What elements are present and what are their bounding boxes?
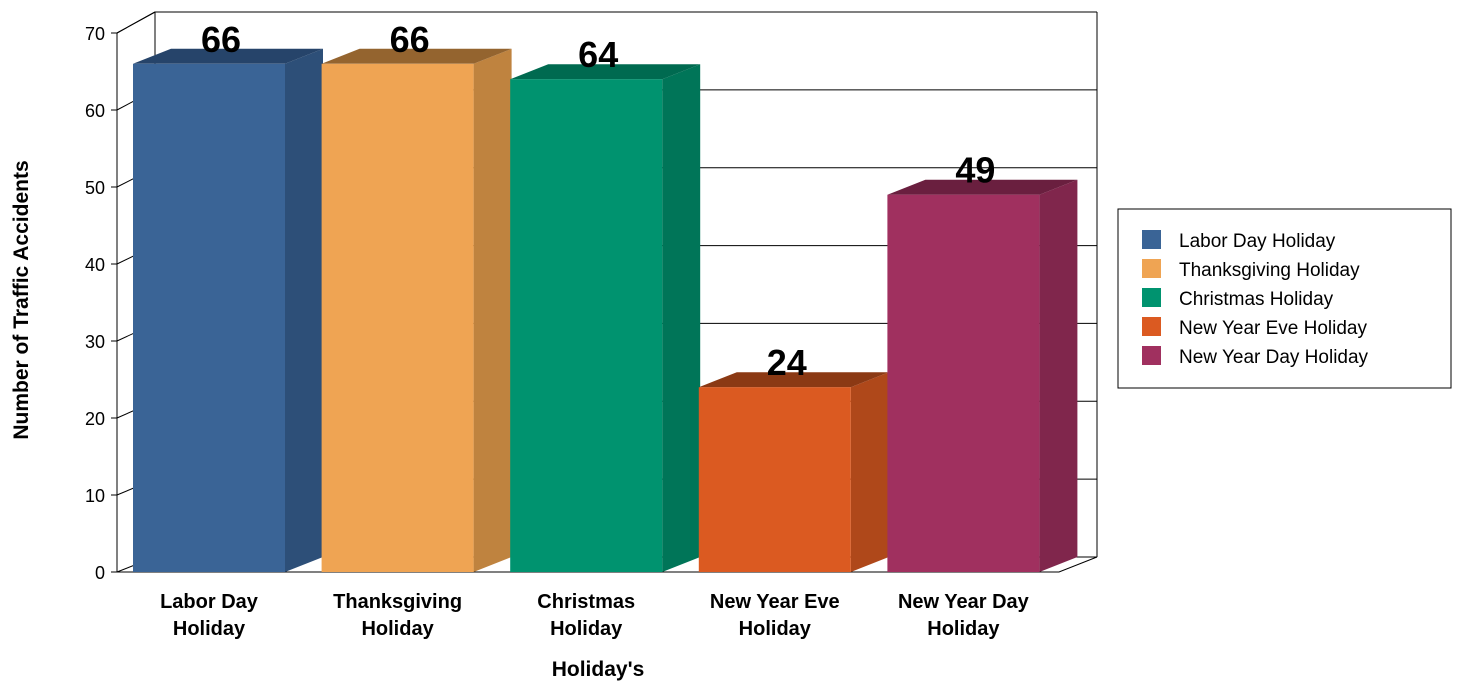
category-label: New Year Eve [710,591,840,613]
category-label: New Year Day [898,591,1030,613]
category-label: Thanksgiving [333,591,462,613]
y-tick-labels: 0 10 20 30 40 50 60 70 [85,24,105,583]
legend-swatch [1142,230,1161,249]
legend-label: Christmas Holiday [1179,289,1334,310]
category-label: Holiday [927,618,1000,640]
y-axis-title: Number of Traffic Accidents [10,160,33,439]
y-tick-label: 20 [85,409,105,429]
bar-3 [510,64,701,572]
category-label: Holiday [173,618,246,640]
y-tick-label: 10 [85,486,105,506]
bar-top [321,48,512,64]
bar-top [510,64,701,80]
category-label: Labor Day [160,591,259,613]
bar-front [510,79,663,572]
bar-front [698,387,851,572]
legend-label: Labor Day Holiday [1179,231,1336,252]
category-labels: Labor Day Holiday Thanksgiving Holiday Chris… [160,591,1030,640]
category-label: Holiday [361,618,434,640]
bar-top [698,372,889,388]
bar-1 [133,48,323,573]
value-label: 64 [578,34,618,75]
y-tick-label: 40 [85,255,105,275]
bar-side [850,372,889,572]
y-tick-label: 0 [95,563,105,583]
value-label: 49 [955,150,995,191]
bar-4 [698,372,889,572]
y-tick-label: 50 [85,178,105,198]
bar-front [133,63,285,573]
legend-label: New Year Eve Holiday [1179,318,1367,339]
legend-swatch [1142,259,1161,278]
legend: Labor Day Holiday Thanksgiving Holiday Chr… [1117,208,1452,389]
y-tick-label: 30 [85,332,105,352]
bars [133,48,1078,573]
legend-box [1117,208,1452,389]
bar-front [887,194,1040,572]
bar-5 [887,179,1078,572]
value-labels: 66 66 64 24 49 [201,19,995,383]
legend-swatch [1142,317,1161,336]
bar-side [285,48,323,573]
bar-side [473,48,512,573]
value-label: 24 [767,342,807,383]
bar-front [321,63,474,573]
category-label: Christmas [537,591,635,613]
value-label: 66 [390,19,430,60]
bar-side [662,64,701,572]
legend-swatch [1142,288,1161,307]
y-tick-label: 70 [85,24,105,44]
category-label: Holiday [550,618,623,640]
y-tick-label: 60 [85,101,105,121]
gridline-depth [116,11,156,34]
value-label: 66 [201,19,241,60]
x-axis-title: Holiday's [552,658,645,681]
bar-top [887,179,1078,195]
bar-2 [321,48,512,573]
bar-top [133,48,323,64]
legend-label: Thanksgiving Holiday [1179,260,1360,281]
legend-swatch [1142,346,1161,365]
bar-side [1039,179,1078,572]
category-label: Holiday [739,618,812,640]
legend-label: New Year Day Holiday [1179,347,1369,368]
